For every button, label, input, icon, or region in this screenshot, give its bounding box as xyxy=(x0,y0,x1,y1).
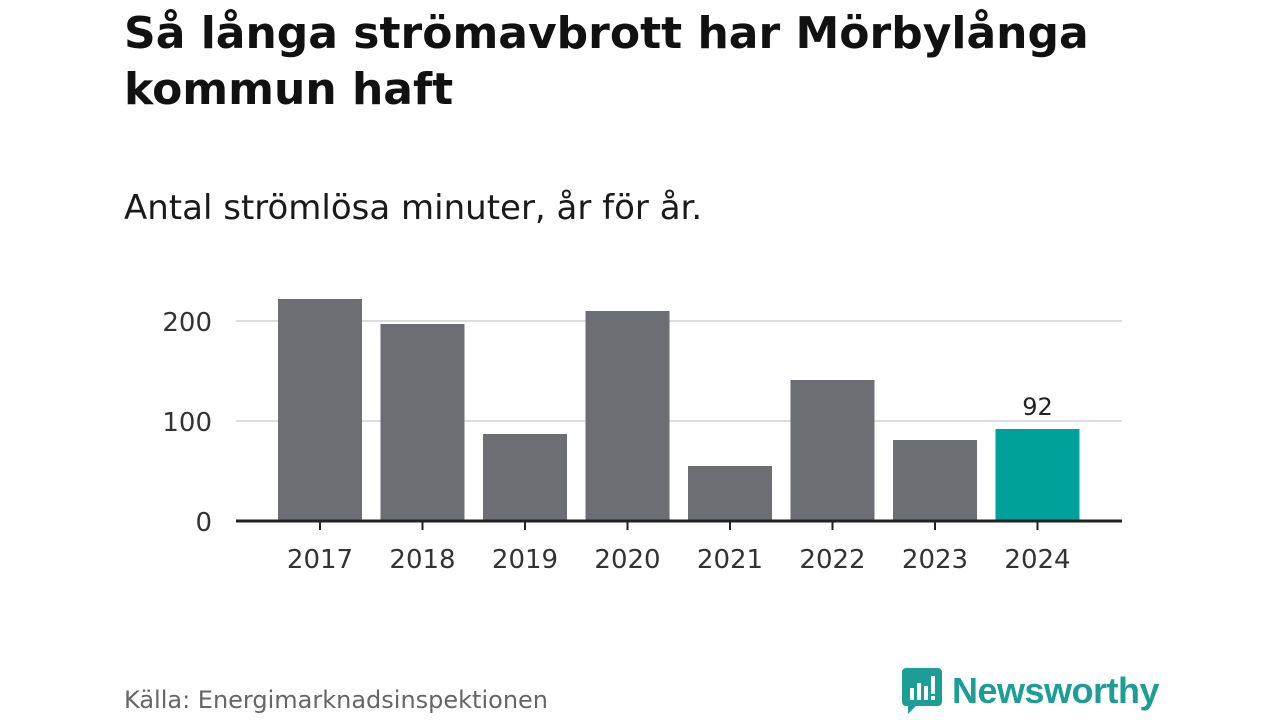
y-tick-label-200: 200 xyxy=(162,308,212,338)
bar-2023 xyxy=(893,440,977,521)
x-tick-label-2024: 2024 xyxy=(1004,545,1070,575)
bar-2022 xyxy=(790,380,875,521)
x-tick-label-2017: 2017 xyxy=(287,545,353,575)
x-tick-label-2020: 2020 xyxy=(594,545,660,575)
y-tick-label-100: 100 xyxy=(162,408,212,438)
bar-2021 xyxy=(688,466,772,521)
bar-2018 xyxy=(380,324,465,521)
chart-title: Så långa strömavbrott har Mörbylånga kom… xyxy=(124,8,1089,115)
bar-chart: 0 100 200 2017 2018 2019 2020 2021 2022 2023 2024 9… xyxy=(162,299,1122,575)
bar-2019 xyxy=(483,434,567,521)
chart-subtitle: Antal strömlösa minuter, år för år. xyxy=(124,188,703,228)
brand-name: Newsworthy xyxy=(952,670,1160,711)
data-label-2024: 92 xyxy=(1022,393,1053,421)
x-tick-label-2021: 2021 xyxy=(697,545,763,575)
brand-logo: Newsworthy xyxy=(902,668,1160,714)
bar-2017 xyxy=(278,299,362,521)
bar-2020 xyxy=(585,311,670,521)
x-tick-label-2022: 2022 xyxy=(799,545,865,575)
newsworthy-logo-icon xyxy=(902,668,942,714)
x-tick-label-2018: 2018 xyxy=(389,545,455,575)
y-tick-label-0: 0 xyxy=(195,508,212,538)
source-note: Källa: Energimarknadsinspektionen xyxy=(124,686,549,714)
bar-2024 xyxy=(995,429,1080,521)
x-tick-label-2023: 2023 xyxy=(902,545,968,575)
x-tick-label-2019: 2019 xyxy=(492,545,558,575)
